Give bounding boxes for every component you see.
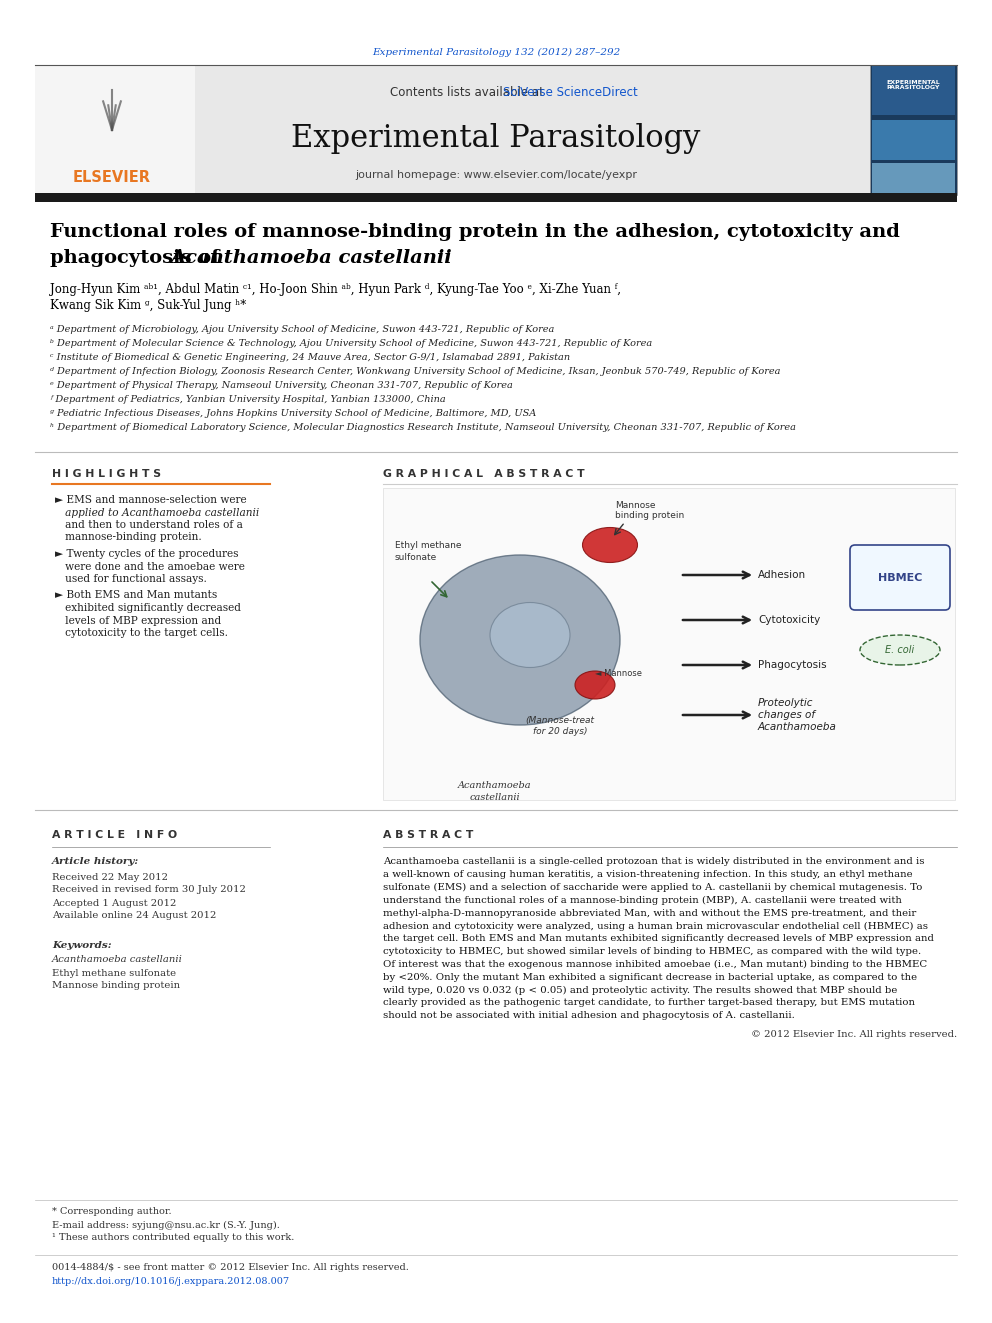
Text: Accepted 1 August 2012: Accepted 1 August 2012 [52,898,177,908]
Text: H I G H L I G H T S: H I G H L I G H T S [52,468,161,479]
Bar [872,120,955,160]
Text: Mannose binding protein: Mannose binding protein [52,982,181,991]
Text: Mannose: Mannose [615,500,656,509]
Text: binding protein: binding protein [615,512,684,520]
Text: Cytotoxicity: Cytotoxicity [758,615,820,624]
Bar [872,163,955,193]
Text: E. coli: E. coli [886,646,915,655]
Text: Proteolytic
changes of
Acanthamoeba: Proteolytic changes of Acanthamoeba [758,699,837,732]
Text: adhesion and cytotoxicity were analyzed, using a human brain microvascular endot: adhesion and cytotoxicity were analyzed,… [383,921,928,930]
Text: 0014-4884/$ - see front matter © 2012 Elsevier Inc. All rights reserved.: 0014-4884/$ - see front matter © 2012 El… [52,1263,409,1273]
Text: EXPERIMENTAL
PARASITOLOGY: EXPERIMENTAL PARASITOLOGY [886,79,939,90]
Text: methyl-alpha-D-mannopyranoside abbreviated Man, with and without the EMS pre-tre: methyl-alpha-D-mannopyranoside abbreviat… [383,909,917,918]
Text: ᵇ Department of Molecular Science & Technology, Ajou University School of Medici: ᵇ Department of Molecular Science & Tech… [50,340,653,348]
Text: ► Both EMS and Man mutants: ► Both EMS and Man mutants [55,590,217,601]
Bar [383,488,955,800]
Text: (Mannose-treat: (Mannose-treat [526,716,594,725]
Text: the target cell. Both EMS and Man mutants exhibited significantly decreased leve: the target cell. Both EMS and Man mutant… [383,934,933,943]
Ellipse shape [860,635,940,665]
Text: ᶠ Department of Pediatrics, Yanbian University Hospital, Yanbian 133000, China: ᶠ Department of Pediatrics, Yanbian Univ… [50,396,445,405]
Text: clearly provided as the pathogenic target candidate, to further target-based the: clearly provided as the pathogenic targe… [383,999,915,1007]
Text: Acanthamoeba: Acanthamoeba [458,781,532,790]
Text: Received in revised form 30 July 2012: Received in revised form 30 July 2012 [52,885,246,894]
Bar [35,193,957,202]
Bar [872,65,955,115]
Text: ► EMS and mannose-selection were: ► EMS and mannose-selection were [55,495,247,505]
Text: a well-known of causing human keratitis, a vision-threatening infection. In this: a well-known of causing human keratitis,… [383,871,913,880]
Text: applied to Acanthamoeba castellanii: applied to Acanthamoeba castellanii [55,508,259,517]
Text: © 2012 Elsevier Inc. All rights reserved.: © 2012 Elsevier Inc. All rights reserved… [751,1029,957,1039]
Text: journal homepage: www.elsevier.com/locate/yexpr: journal homepage: www.elsevier.com/locat… [355,169,637,180]
Text: should not be associated with initial adhesion and phagocytosis of A. castellani: should not be associated with initial ad… [383,1011,795,1020]
Text: Acanthamoeba castellanii: Acanthamoeba castellanii [171,249,452,267]
Text: by <20%. Only the mutant Man exhibited a significant decrease in bacterial uptak: by <20%. Only the mutant Man exhibited a… [383,972,918,982]
Ellipse shape [582,528,638,562]
Text: ᵉ Department of Physical Therapy, Namseoul University, Cheonan 331-707, Republic: ᵉ Department of Physical Therapy, Namseo… [50,381,513,390]
Text: Jong-Hyun Kim ᵃᵇ¹, Abdul Matin ᶜ¹, Ho-Joon Shin ᵃᵇ, Hyun Park ᵈ, Kyung-Tae Yoo ᵉ: Jong-Hyun Kim ᵃᵇ¹, Abdul Matin ᶜ¹, Ho-Jo… [50,283,621,296]
Text: ᵃ Department of Microbiology, Ajou University School of Medicine, Suwon 443-721,: ᵃ Department of Microbiology, Ajou Unive… [50,325,555,335]
Text: ► Twenty cycles of the procedures: ► Twenty cycles of the procedures [55,549,238,560]
Ellipse shape [420,556,620,725]
Text: Adhesion: Adhesion [758,570,806,579]
Text: Ethyl methane sulfonate: Ethyl methane sulfonate [52,968,177,978]
Text: ELSEVIER: ELSEVIER [73,171,151,185]
Text: cytotoxicity to the target cells.: cytotoxicity to the target cells. [55,628,228,638]
Bar [35,65,957,194]
Text: Keywords:: Keywords: [52,941,112,950]
Text: E-mail address: syjung@nsu.ac.kr (S.-Y. Jung).: E-mail address: syjung@nsu.ac.kr (S.-Y. … [52,1220,280,1229]
Text: Experimental Parasitology: Experimental Parasitology [292,123,700,153]
Text: understand the functional roles of a mannose-binding protein (MBP), A. castellan: understand the functional roles of a man… [383,896,902,905]
Text: and then to understand roles of a: and then to understand roles of a [55,520,243,531]
Text: Acanthamoeba castellanii is a single-celled protozoan that is widely distributed: Acanthamoeba castellanii is a single-cel… [383,857,925,867]
Ellipse shape [575,671,615,699]
Text: ᶜ Institute of Biomedical & Genetic Engineering, 24 Mauve Area, Sector G-9/1, Is: ᶜ Institute of Biomedical & Genetic Engi… [50,353,570,363]
Text: Phagocytosis: Phagocytosis [758,660,826,669]
Text: cytotoxicity to HBMEC, but showed similar levels of binding to HBMEC, as compare: cytotoxicity to HBMEC, but showed simila… [383,947,922,957]
Bar [870,65,957,194]
Text: sulfonate (EMS) and a selection of saccharide were applied to A. castellanii by : sulfonate (EMS) and a selection of sacch… [383,882,923,892]
Text: Available online 24 August 2012: Available online 24 August 2012 [52,912,216,921]
Text: levels of MBP expression and: levels of MBP expression and [55,615,221,626]
Text: Acanthamoeba castellanii: Acanthamoeba castellanii [52,955,183,964]
Text: used for functional assays.: used for functional assays. [55,574,207,583]
Text: ᵍ Pediatric Infectious Diseases, Johns Hopkins University School of Medicine, Ba: ᵍ Pediatric Infectious Diseases, Johns H… [50,410,537,418]
Text: Contents lists available at: Contents lists available at [390,86,548,98]
Text: phagocytosis of: phagocytosis of [50,249,226,267]
Text: were done and the amoebae were: were done and the amoebae were [55,561,245,572]
Text: Received 22 May 2012: Received 22 May 2012 [52,872,168,881]
Text: Kwang Sik Kim ᵍ, Suk-Yul Jung ʰ*: Kwang Sik Kim ᵍ, Suk-Yul Jung ʰ* [50,299,246,312]
Text: mannose-binding protein.: mannose-binding protein. [55,532,201,542]
Text: sulfonate: sulfonate [395,553,437,561]
Text: http://dx.doi.org/10.1016/j.exppara.2012.08.007: http://dx.doi.org/10.1016/j.exppara.2012… [52,1278,290,1286]
Text: Ethyl methane: Ethyl methane [395,541,461,549]
Text: A R T I C L E   I N F O: A R T I C L E I N F O [52,830,178,840]
Text: Article history:: Article history: [52,857,139,867]
Text: SciVerse ScienceDirect: SciVerse ScienceDirect [503,86,638,98]
Text: HBMEC: HBMEC [878,573,923,583]
FancyBboxPatch shape [850,545,950,610]
Bar [35,65,195,194]
Text: ◄ Mannose: ◄ Mannose [595,668,642,677]
Text: G R A P H I C A L   A B S T R A C T: G R A P H I C A L A B S T R A C T [383,468,584,479]
Text: A B S T R A C T: A B S T R A C T [383,830,473,840]
Text: for 20 days): for 20 days) [533,728,587,737]
Text: Functional roles of mannose-binding protein in the adhesion, cytotoxicity and: Functional roles of mannose-binding prot… [50,224,900,241]
Text: Of interest was that the exogenous mannose inhibited amoebae (i.e., Man mutant) : Of interest was that the exogenous manno… [383,960,928,968]
Text: ¹ These authors contributed equally to this work.: ¹ These authors contributed equally to t… [52,1233,295,1242]
Text: ʰ Department of Biomedical Laboratory Science, Molecular Diagnostics Research In: ʰ Department of Biomedical Laboratory Sc… [50,423,796,433]
Ellipse shape [490,602,570,668]
Text: wild type, 0.020 vs 0.032 (p < 0.05) and proteolytic activity. The results showe: wild type, 0.020 vs 0.032 (p < 0.05) and… [383,986,898,995]
Text: exhibited significantly decreased: exhibited significantly decreased [55,603,241,613]
Text: Experimental Parasitology 132 (2012) 287–292: Experimental Parasitology 132 (2012) 287… [372,48,620,57]
Text: castellanii: castellanii [469,792,521,802]
Text: * Corresponding author.: * Corresponding author. [52,1208,172,1217]
Text: ᵈ Department of Infection Biology, Zoonosis Research Center, Wonkwang University: ᵈ Department of Infection Biology, Zoono… [50,368,781,377]
